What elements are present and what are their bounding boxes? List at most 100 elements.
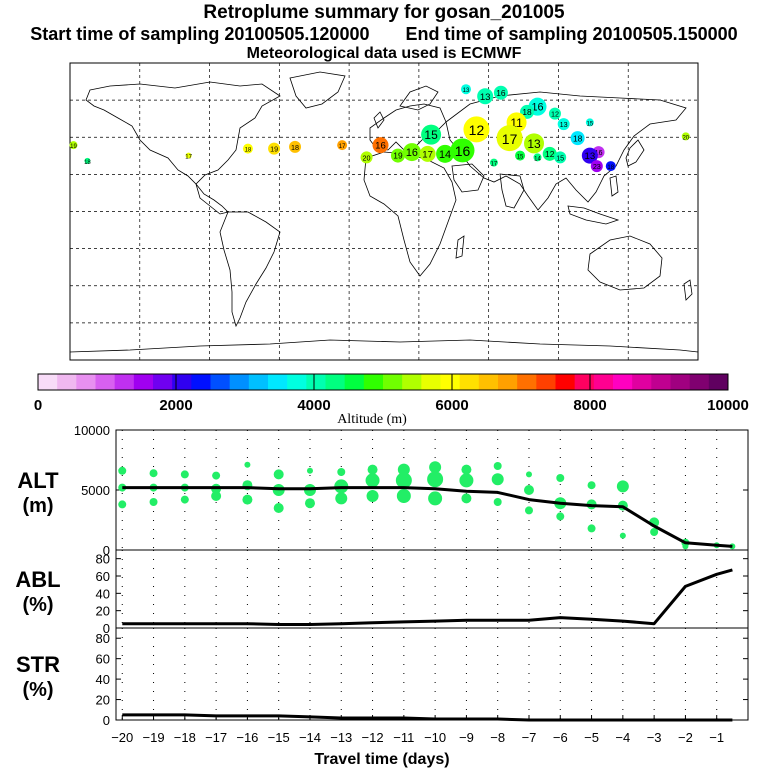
panel-xtick-label: −6 (553, 730, 568, 745)
panel-alt: 0 5000 10000 ALT(m) (17, 423, 749, 558)
colorbar-swatch (498, 374, 518, 390)
panel-yunit: (%) (22, 594, 53, 616)
coast-asia (445, 91, 687, 211)
end-time-label: End time of sampling 20100505.150000 (405, 24, 738, 44)
altitude-bubble (459, 473, 474, 488)
trajectory-marker (421, 124, 442, 145)
trajectory-label: 16 (455, 143, 471, 159)
altitude-bubble (180, 470, 189, 479)
colorbar-swatch (306, 374, 326, 390)
altitude-bubble (397, 463, 410, 476)
trajectory-marker (360, 151, 373, 164)
altitude-bubble (212, 471, 221, 480)
colorbar-label: Altitude (m) (337, 412, 407, 427)
trajectory-label: 16 (406, 147, 418, 159)
figure-title: Retroplume summary for gosan_201005 (203, 2, 565, 23)
altitude-bubble (366, 490, 379, 502)
trajectory-label: 15 (424, 128, 438, 142)
panel-ytick-label: 40 (96, 586, 110, 601)
panel-xtick-label: −20 (111, 730, 133, 745)
colorbar-swatch (670, 374, 691, 390)
panel-ytick-label: 60 (96, 569, 110, 584)
trajectory-label: 18 (84, 160, 91, 166)
altitude-bubble (304, 498, 315, 509)
altitude-bubble (427, 471, 444, 488)
colorbar-swatch (344, 374, 365, 390)
colorbar-swatch (287, 374, 307, 390)
trajectory-marker (489, 158, 498, 167)
trajectory-label: 13 (560, 120, 568, 129)
altitude-bubble (242, 494, 253, 505)
colorbar-tick-label: 6000 (435, 397, 468, 414)
colorbar-swatch (133, 374, 154, 390)
panel-ylabel: STR (16, 652, 60, 677)
panel-xtick-label: −15 (268, 730, 290, 745)
altitude-bubble (556, 512, 565, 521)
panel-xtick-label: −10 (424, 730, 446, 745)
altitude-bubble (365, 473, 380, 488)
colorbar-tick-label: 2000 (159, 397, 192, 414)
panel-ytick-label: 5000 (81, 483, 110, 498)
trajectory-label: 15 (517, 155, 524, 161)
trajectory-marker (337, 140, 348, 151)
panel-ytick-label: 20 (96, 604, 110, 619)
panel-xtick-label: −1 (709, 730, 724, 745)
trajectory-marker (84, 157, 91, 164)
trajectory-marker (419, 145, 436, 162)
trajectory-marker (69, 141, 78, 150)
met-data-label: Meteorological data used is ECMWF (246, 45, 522, 62)
panel-xtick-label: −9 (459, 730, 474, 745)
panel-xtick-label: −7 (522, 730, 537, 745)
colorbar-swatch (153, 374, 173, 390)
panel-ytick-label: 60 (96, 652, 110, 667)
coast-australia (587, 235, 663, 291)
trajectory-marker (524, 133, 545, 154)
trajectory-label: 15 (556, 153, 564, 162)
altitude-bubble (335, 492, 348, 505)
altitude-bubble (491, 473, 504, 486)
altitude-bubble (556, 474, 565, 482)
coast-uk (373, 111, 385, 129)
panel-xlabel: Travel time (days) (314, 751, 449, 768)
colorbar-swatch (478, 374, 499, 390)
panel-ytick-label: 10000 (74, 423, 110, 438)
colorbar-swatch (613, 374, 633, 390)
colorbar-swatch (574, 374, 595, 390)
trajectory-marker (533, 153, 542, 162)
trajectory-label: 18 (607, 165, 614, 171)
trajectory-marker (515, 150, 526, 161)
panel-ylabel: ALT (17, 468, 59, 493)
altitude-bubble (619, 532, 626, 539)
trajectory-label: 12 (469, 122, 485, 138)
panel-ytick-label: 0 (103, 543, 110, 558)
altitude-bubble (524, 506, 533, 515)
trajectory-marker (268, 142, 281, 155)
panel-xtick-label: −5 (584, 730, 599, 745)
panel-xtick-label: −18 (174, 730, 196, 745)
panel-xtick-label: −16 (236, 730, 258, 745)
colorbar-swatch (325, 374, 346, 390)
altitude-bubble (428, 491, 443, 506)
trajectory-label: 14 (534, 156, 541, 162)
series-line (122, 713, 733, 722)
altitude-bubble (118, 500, 127, 509)
panel-xtick-label: −8 (490, 730, 505, 745)
altitude-bubble (211, 491, 222, 501)
trajectory-marker (590, 160, 603, 173)
altitude-colorbar: 0 2000 4000 6000 8000 10000 (34, 373, 749, 414)
panel-xtick-label: −12 (362, 730, 384, 745)
trajectory-marker (436, 144, 455, 163)
colorbar-swatch (363, 374, 384, 390)
panel-ytick-label: 80 (96, 631, 110, 646)
trajectory-marker (570, 131, 585, 146)
colorbar-swatch (210, 374, 231, 390)
trajectory-label: 17 (339, 144, 346, 150)
colorbar-tick-label: 8000 (573, 397, 606, 414)
colorbar-swatch (593, 374, 614, 390)
panel-xtick-label: −3 (647, 730, 662, 745)
coast-india (499, 173, 525, 209)
map-gridlines (70, 63, 698, 360)
trajectory-label: 12 (545, 149, 555, 159)
